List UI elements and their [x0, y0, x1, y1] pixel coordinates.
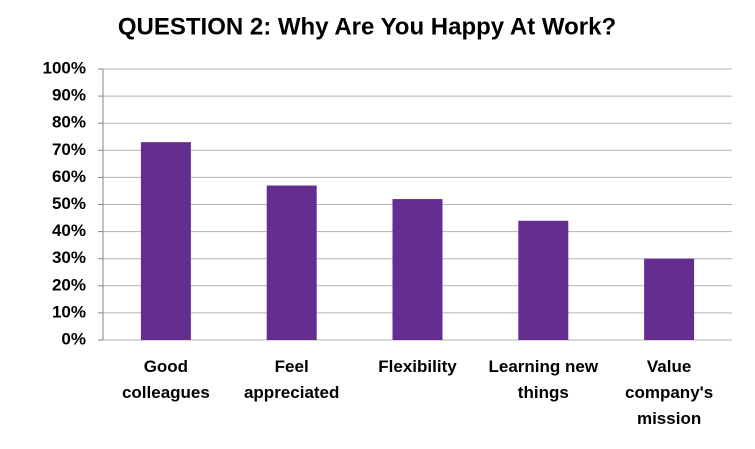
y-tick-label: 10% — [52, 302, 86, 321]
y-tick-label: 100% — [43, 58, 86, 77]
y-tick-label: 60% — [52, 167, 86, 186]
bar — [266, 185, 317, 340]
y-tick-label: 0% — [61, 329, 86, 348]
y-tick-label: 30% — [52, 248, 86, 267]
bar — [392, 199, 443, 340]
y-tick-label: 50% — [52, 194, 86, 213]
y-tick-label: 90% — [52, 86, 86, 105]
bar — [140, 142, 191, 340]
x-tick-label: Learning new things — [488, 357, 599, 402]
x-tick-label: Good colleagues — [121, 357, 210, 402]
x-tick-label: Value company's mission — [625, 357, 714, 428]
x-tick-label: Flexibility — [378, 357, 457, 376]
y-tick-label: 40% — [52, 221, 86, 240]
bar — [644, 258, 695, 340]
y-tick-label: 80% — [52, 113, 86, 132]
y-tick-label: 70% — [52, 140, 86, 159]
bar — [518, 220, 569, 340]
x-tick-label: Feel appreciated — [243, 357, 340, 402]
y-tick-label: 20% — [52, 275, 86, 294]
chart-title: QUESTION 2: Why Are You Happy At Work? — [118, 13, 616, 40]
